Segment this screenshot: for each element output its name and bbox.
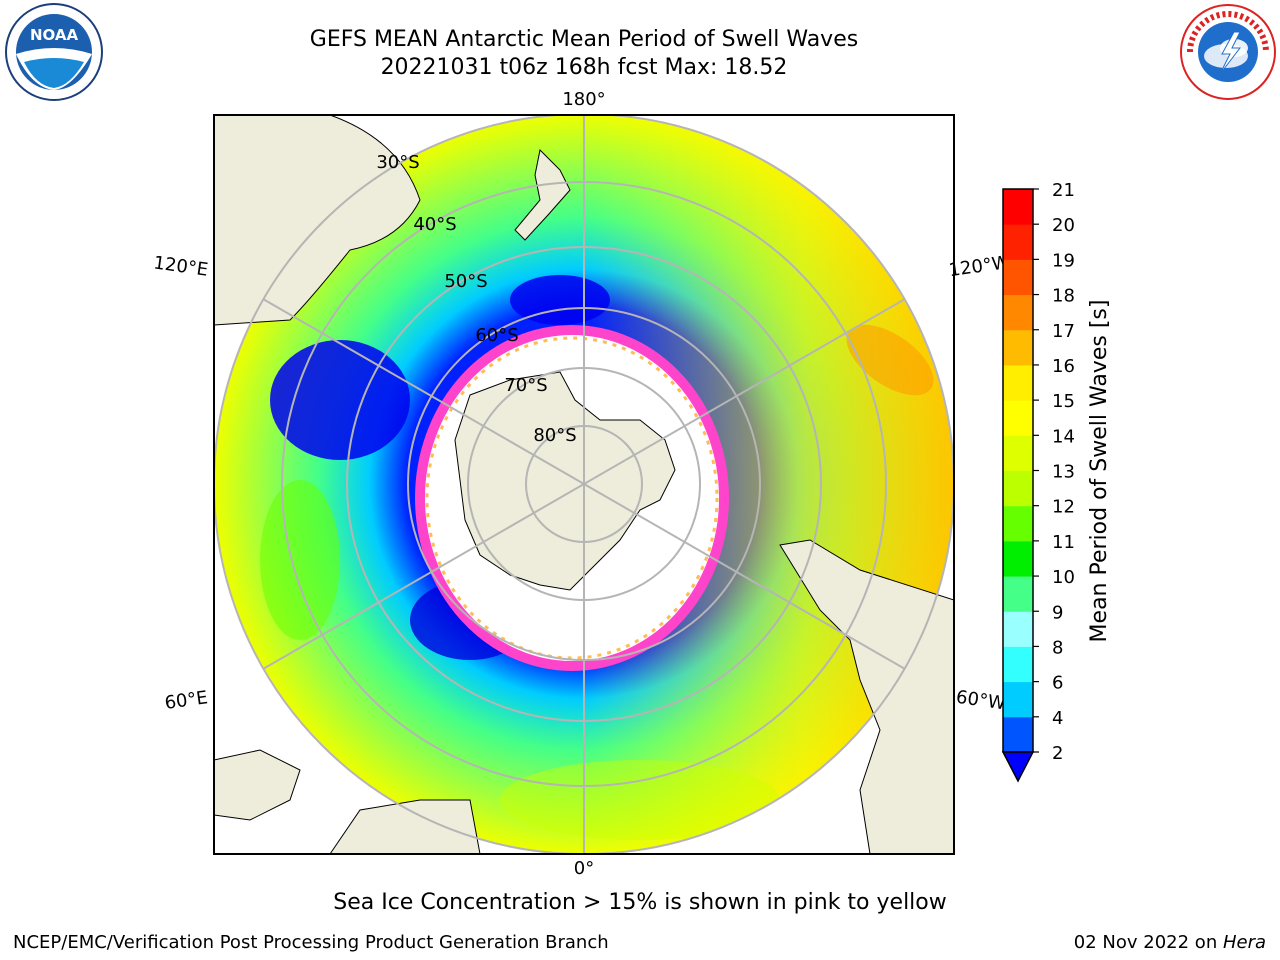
colorbar-segment xyxy=(1003,716,1033,753)
colorbar-segment xyxy=(1003,646,1033,683)
lat-label-30s: 30°S xyxy=(376,152,419,173)
colorbar-tick-label: 14 xyxy=(1052,426,1075,447)
colorbar-segment xyxy=(1003,364,1033,401)
colorbar-tick-label: 10 xyxy=(1052,567,1075,588)
colorbar-segment xyxy=(1003,540,1033,577)
lat-label-50s: 50°S xyxy=(444,271,487,292)
noaa-logo-text: NOAA xyxy=(30,26,79,44)
colorbar-tick-label: 12 xyxy=(1052,497,1075,518)
colorbar-tick-label: 21 xyxy=(1052,180,1075,201)
colorbar-segment xyxy=(1003,505,1033,542)
footer-date: 02 Nov 2022 on Hera xyxy=(1074,932,1266,953)
footer-host: Hera xyxy=(1222,932,1266,953)
chart-title: GEFS MEAN Antarctic Mean Period of Swell… xyxy=(309,27,859,52)
colorbar-segment xyxy=(1003,259,1033,296)
colorbar-tick-label: 17 xyxy=(1052,321,1075,342)
footer-credit: NCEP/EMC/Verification Post Processing Pr… xyxy=(13,932,609,953)
footer-date-text: 02 Nov 2022 on xyxy=(1073,932,1223,953)
colorbar-segment xyxy=(1003,576,1033,612)
antarctica-land xyxy=(454,371,676,591)
colorbar-tick-label: 8 xyxy=(1052,637,1063,658)
colorbar-tick-label: 2 xyxy=(1052,743,1063,764)
lon-label-0: 0° xyxy=(574,858,594,879)
colorbar-tick-label: 20 xyxy=(1052,215,1075,236)
colorbar-segment xyxy=(1003,189,1033,225)
colorbar-under-arrow xyxy=(1001,751,1035,783)
colorbar-tick-label: 15 xyxy=(1052,391,1075,412)
map-frame xyxy=(213,114,955,855)
colorbar-segment xyxy=(1003,329,1033,366)
colorbar-tick-label: 9 xyxy=(1052,602,1063,623)
colorbar-tick-label: 4 xyxy=(1052,708,1063,729)
africa-land xyxy=(214,749,301,821)
colorbar-segment xyxy=(1003,470,1033,507)
colorbar-segment xyxy=(1003,294,1033,331)
colorbar-tick-label: 13 xyxy=(1052,462,1075,483)
lat-label-80s: 80°S xyxy=(533,425,576,446)
lat-label-60s: 60°S xyxy=(475,325,518,346)
graticule xyxy=(214,115,954,854)
forecast-subtitle: 20221031 t06z 168h fcst Max: 18.52 xyxy=(380,55,788,80)
lat-label-40s: 40°S xyxy=(413,214,456,235)
colorbar-segment xyxy=(1003,435,1033,471)
colorbar-tick-label: 18 xyxy=(1052,286,1075,307)
colorbar-label: Mean Period of Swell Waves [s] xyxy=(1087,300,1112,643)
colorbar-segment xyxy=(1003,681,1033,718)
colorbar-segment xyxy=(1003,400,1033,436)
colorbar-tick-label: 6 xyxy=(1052,673,1063,694)
sea-ice-caption: Sea Ice Concentration > 15% is shown in … xyxy=(333,890,947,915)
nws-logo xyxy=(1180,4,1276,100)
colorbar-segment xyxy=(1003,224,1033,260)
colorbar-tick-label: 19 xyxy=(1052,250,1075,271)
colorbar-segment xyxy=(1003,611,1033,647)
lat-label-70s: 70°S xyxy=(504,375,547,396)
lon-label-180: 180° xyxy=(562,89,605,110)
noaa-logo: NOAA xyxy=(5,3,103,101)
colorbar-tick-label: 11 xyxy=(1052,532,1075,553)
colorbar-tick-label: 16 xyxy=(1052,356,1075,377)
